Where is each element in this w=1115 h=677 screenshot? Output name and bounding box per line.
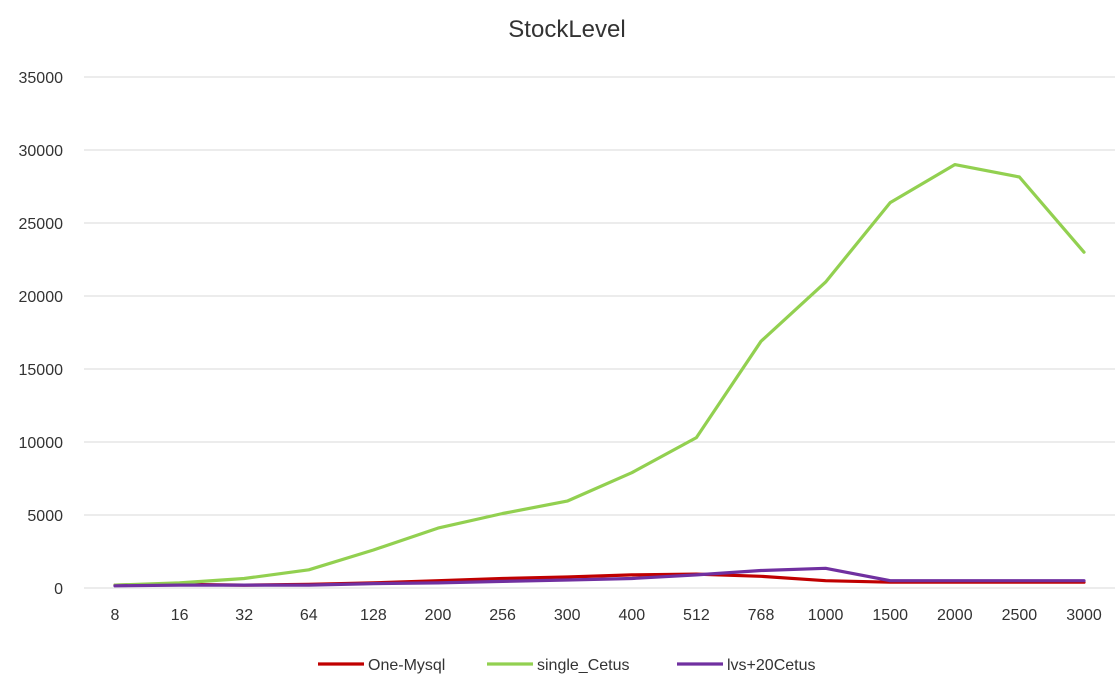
x-tick-label: 3000	[1066, 607, 1102, 624]
x-axis-ticks: 8 16 32 64 128 200 256 300 400 512 768 1000 1500 2000…	[111, 607, 1102, 624]
x-tick-label: 1000	[808, 607, 844, 624]
y-tick-label: 20000	[19, 289, 64, 306]
legend-label: One-Mysql	[368, 657, 445, 674]
y-axis-ticks: 0 5000 10000 15000 20000 25000 30000 35000	[19, 70, 64, 598]
y-tick-label: 30000	[19, 143, 64, 160]
y-tick-label: 10000	[19, 435, 64, 452]
x-tick-label: 256	[489, 607, 516, 624]
legend: One-Mysql single_Cetus lvs+20Cetus	[318, 657, 816, 674]
x-tick-label: 2500	[1002, 607, 1038, 624]
x-tick-label: 300	[554, 607, 581, 624]
x-tick-label: 768	[748, 607, 775, 624]
x-tick-label: 8	[111, 607, 120, 624]
x-tick-label: 400	[618, 607, 645, 624]
legend-label: single_Cetus	[537, 657, 630, 674]
series-layer	[113, 163, 1086, 588]
x-tick-label: 64	[300, 607, 318, 624]
y-tick-label: 25000	[19, 216, 64, 233]
x-tick-label: 512	[683, 607, 710, 624]
y-tick-label: 15000	[19, 362, 64, 379]
legend-label: lvs+20Cetus	[727, 657, 816, 674]
grid-layer	[84, 76, 1115, 589]
chart-title: StockLevel	[508, 16, 625, 43]
series-line-2	[113, 163, 1086, 587]
x-tick-label: 1500	[872, 607, 908, 624]
series-line-3	[113, 566, 1086, 588]
x-tick-label: 32	[235, 607, 253, 624]
y-tick-label: 35000	[19, 70, 64, 87]
x-tick-label: 2000	[937, 607, 973, 624]
x-tick-label: 200	[425, 607, 452, 624]
x-tick-label: 128	[360, 607, 387, 624]
y-tick-label: 5000	[27, 508, 63, 525]
x-tick-label: 16	[171, 607, 189, 624]
y-tick-label: 0	[54, 581, 63, 598]
